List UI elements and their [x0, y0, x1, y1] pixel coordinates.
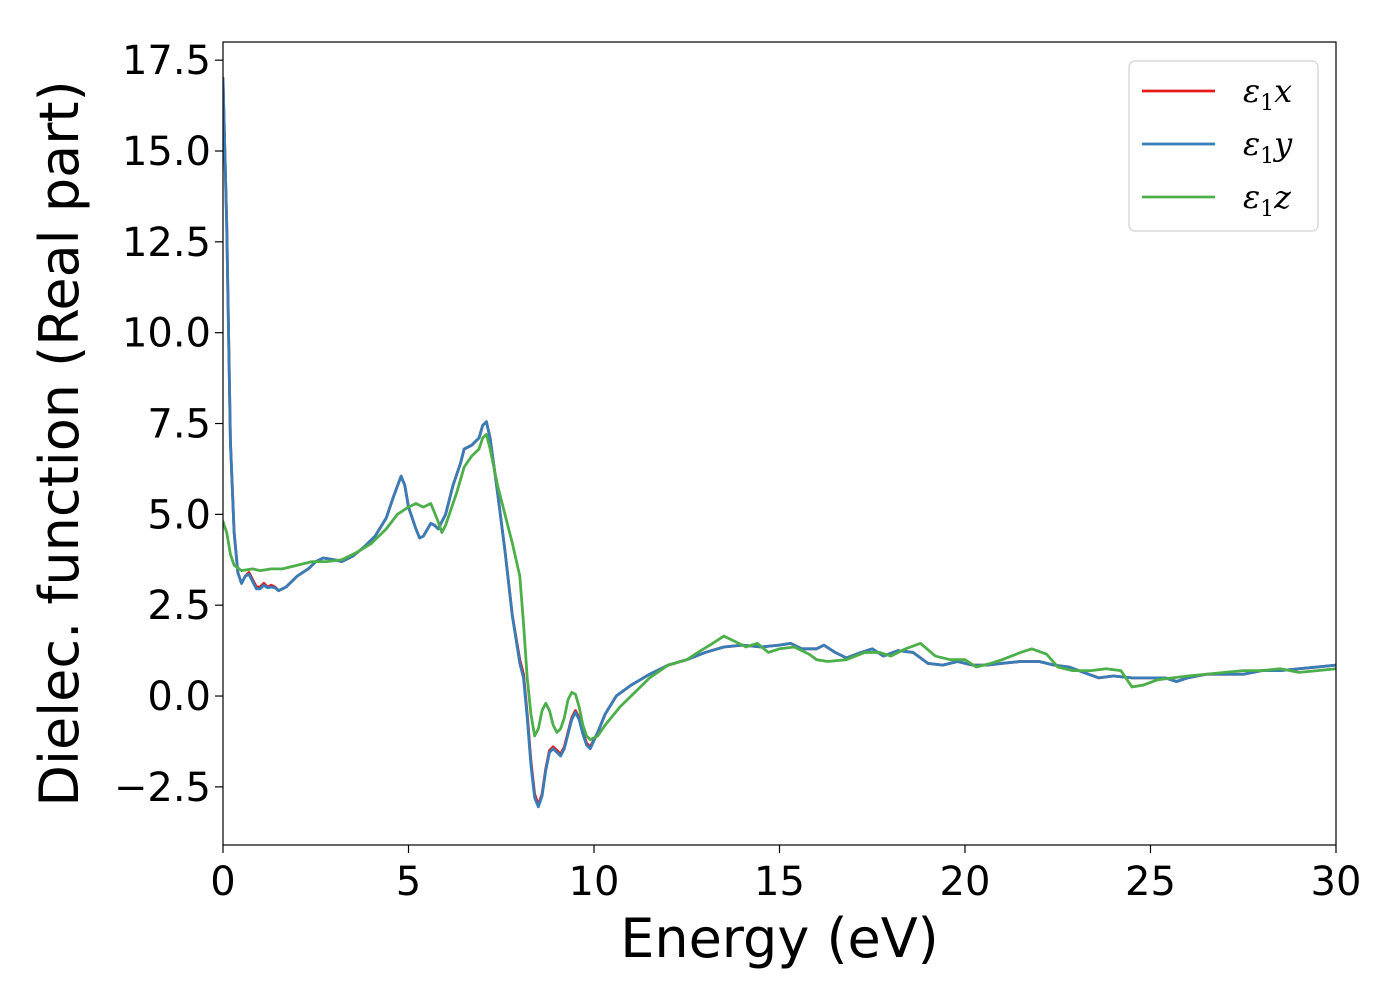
y-axis: −2.5 0.0 2.5 5.0 7.5 10.0 12.5 15.0 17.5 — [114, 38, 223, 811]
x-axis-label: Energy (eV) — [620, 907, 939, 970]
y-tick-label: 7.5 — [147, 402, 211, 448]
x-tick-label: 15 — [754, 859, 805, 905]
x-tick-label: 10 — [569, 859, 620, 905]
x-tick-label: 25 — [1125, 859, 1176, 905]
y-tick-label: 10.0 — [122, 311, 211, 357]
y-tick-label: 17.5 — [122, 38, 211, 84]
legend-label-z: ε1z — [1243, 178, 1292, 222]
legend: ε1x ε1y ε1z — [1128, 60, 1319, 232]
y-tick-label: 2.5 — [147, 583, 211, 629]
legend-label-x: ε1x — [1243, 72, 1292, 116]
y-tick-label: 0.0 — [147, 674, 211, 720]
y-tick-label: 12.5 — [122, 220, 211, 266]
legend-label-y: ε1y — [1243, 125, 1293, 169]
y-tick-label: −2.5 — [114, 765, 211, 811]
series-line-z — [223, 433, 1336, 742]
y-tick-label: 5.0 — [147, 492, 211, 538]
y-tick-label: 15.0 — [122, 129, 211, 175]
x-tick-label: 5 — [396, 859, 421, 905]
x-tick-label: 0 — [210, 859, 235, 905]
x-tick-label: 30 — [1311, 859, 1362, 905]
series-line-y — [223, 76, 1336, 809]
legend-box — [1128, 60, 1319, 232]
series-layer — [223, 76, 1336, 809]
y-axis-label: Dielec. function (Real part) — [28, 80, 91, 806]
x-axis: 0 5 10 15 20 25 30 — [210, 845, 1361, 905]
x-tick-label: 20 — [940, 859, 991, 905]
